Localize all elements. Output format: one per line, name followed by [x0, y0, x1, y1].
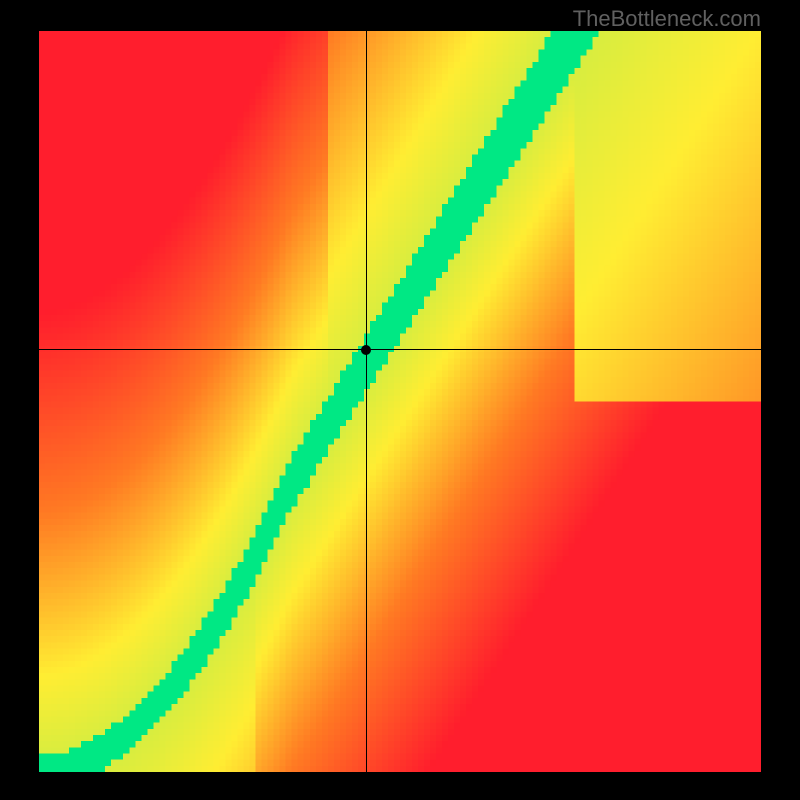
bottleneck-heatmap: [39, 31, 761, 772]
crosshair-vertical: [366, 31, 367, 772]
watermark-text: TheBottleneck.com: [573, 6, 761, 32]
crosshair-marker: [361, 345, 371, 355]
chart-container: TheBottleneck.com: [0, 0, 800, 800]
crosshair-horizontal: [39, 349, 761, 350]
